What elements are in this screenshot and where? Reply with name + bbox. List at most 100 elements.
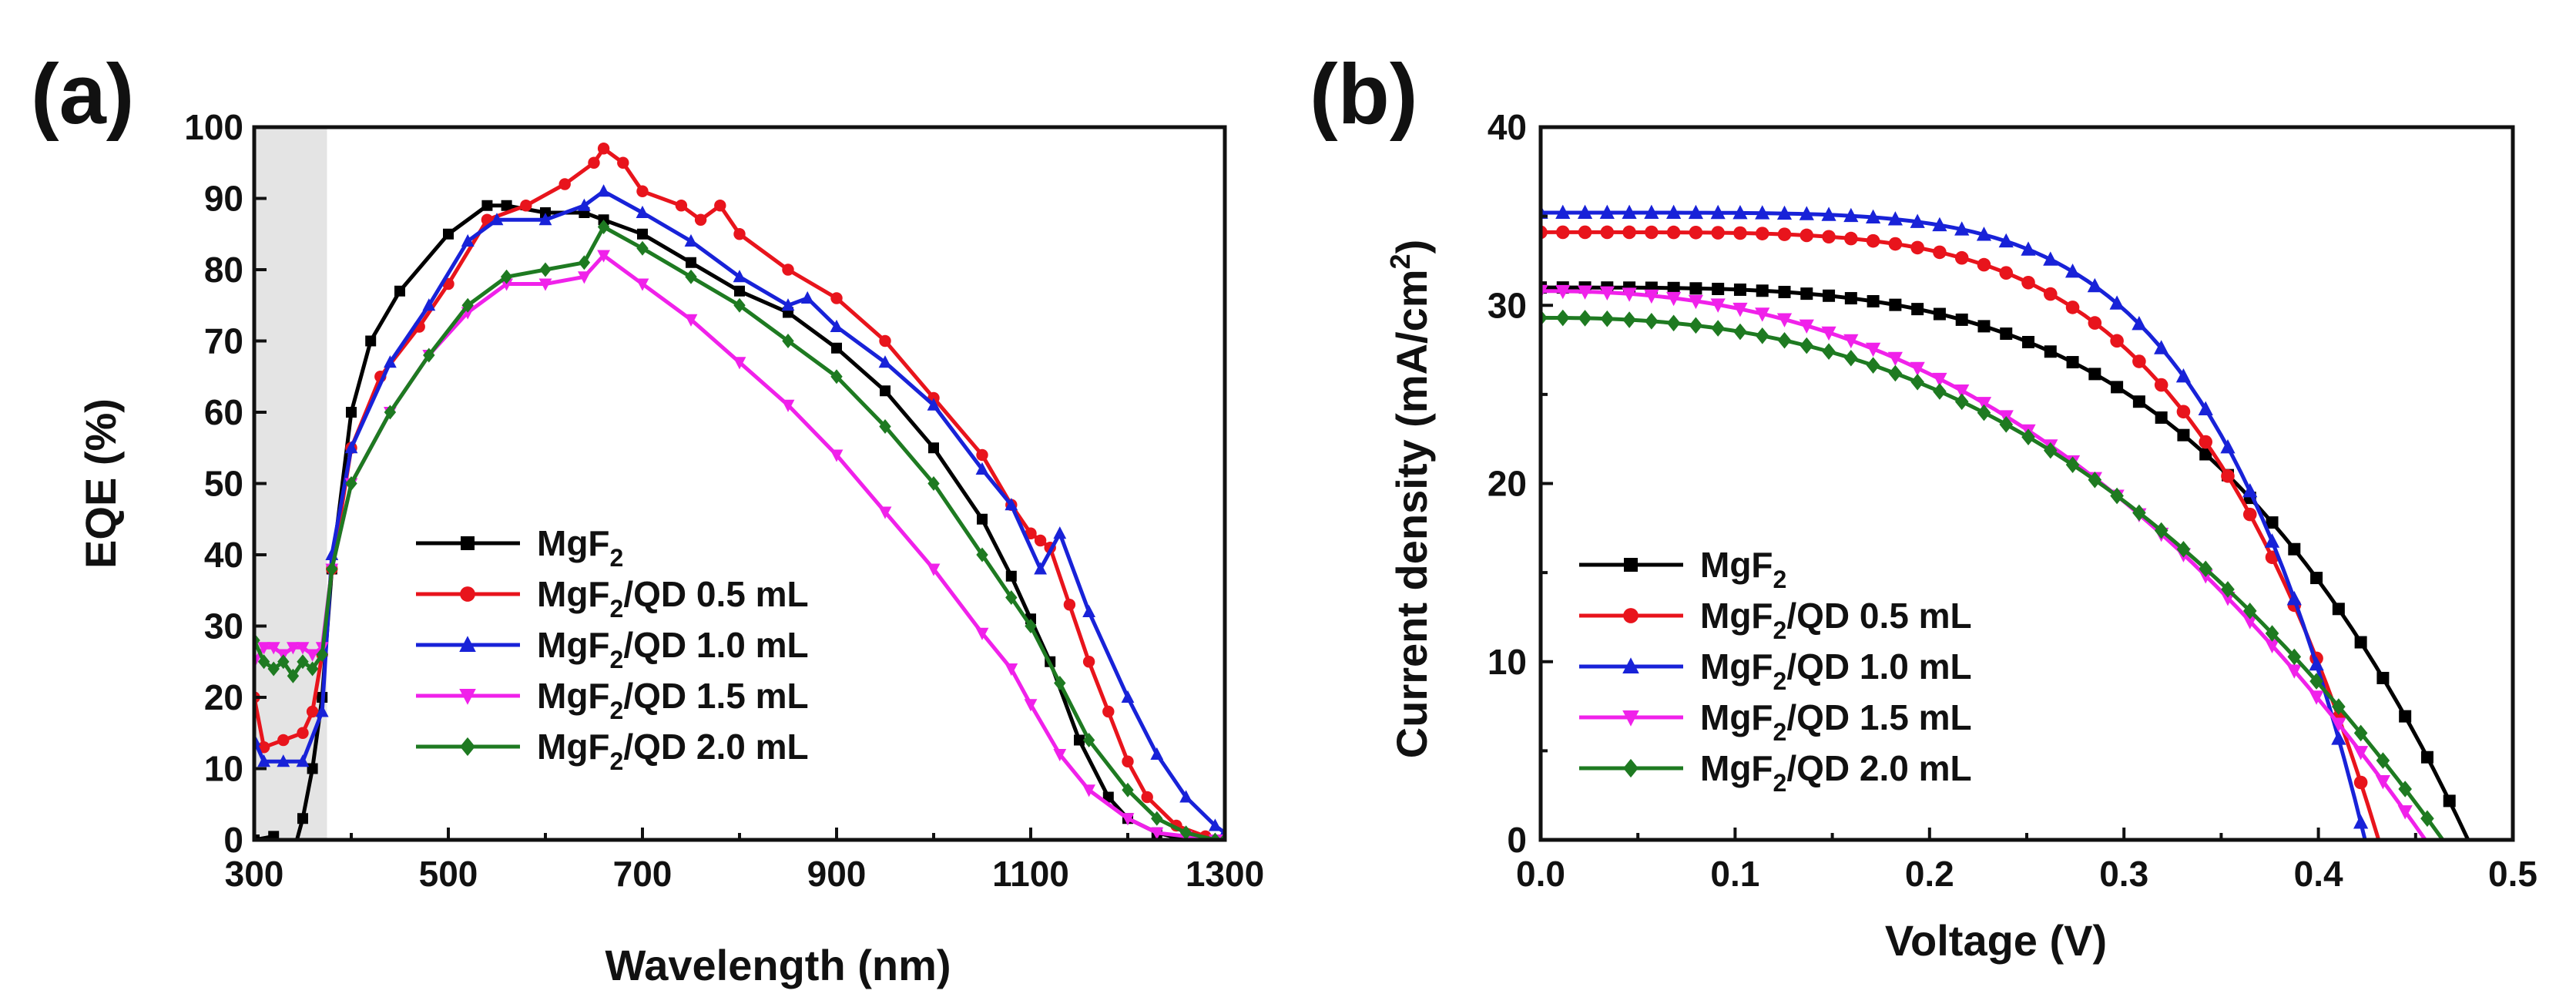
data-point-a-0 [637, 228, 648, 240]
data-point-a-3 [287, 642, 300, 655]
data-point-b-2 [1710, 204, 1726, 220]
data-point-b-2 [1555, 204, 1571, 219]
data-point-b-0 [1733, 283, 1746, 296]
data-point-b-2 [2264, 533, 2280, 548]
data-point-b-0 [2022, 335, 2035, 348]
data-point-b-2 [2286, 590, 2302, 606]
data-point-b-0 [2066, 356, 2079, 369]
data-point-b-2 [1799, 206, 1814, 220]
data-point-a-1 [520, 200, 532, 212]
data-point-b-1 [1666, 225, 1681, 240]
series-line-a-2 [254, 189, 1225, 834]
data-point-b-1 [2199, 435, 2213, 449]
data-point-b-4 [1999, 416, 2014, 433]
data-point-a-1 [1122, 755, 1134, 767]
data-point-a-2 [315, 704, 329, 717]
y-tick-label-a: 0 [223, 820, 243, 860]
legend-label: MgF2/QD 0.5 mL [1700, 596, 1972, 644]
data-point-b-2 [2353, 814, 2369, 829]
legend-label: MgF2 [537, 523, 623, 572]
data-point-b-3 [1976, 397, 1992, 411]
data-point-a-3 [878, 506, 892, 519]
data-point-b-2 [1866, 209, 1881, 224]
data-point-b-4 [1933, 383, 1947, 400]
data-point-b-0 [1778, 285, 1791, 298]
data-point-a-2 [277, 754, 290, 767]
data-point-b-2 [1998, 233, 2014, 248]
data-point-a-4 [267, 661, 280, 677]
data-point-a-0 [394, 285, 405, 297]
data-point-a-2 [1082, 604, 1095, 617]
y-tick-label-a: 80 [204, 250, 243, 290]
y-tick-label-b: 30 [1488, 285, 1527, 325]
data-point-b-2 [2198, 401, 2213, 416]
legend-marker-b-0 [1624, 558, 1638, 572]
x-tick-label-a: 300 [225, 854, 284, 894]
data-point-a-4 [345, 476, 357, 491]
data-point-a-3 [927, 563, 941, 576]
legend-label-subscript: 2 [1773, 769, 1787, 797]
data-point-a-0 [307, 763, 318, 774]
data-point-b-0 [1800, 287, 1813, 301]
data-point-b-0 [1823, 289, 1836, 302]
data-point-a-2 [257, 754, 270, 767]
data-point-a-1 [277, 734, 290, 747]
data-point-b-3 [1577, 285, 1593, 300]
x-tick-label-b: 0.5 [2488, 854, 2537, 894]
data-point-a-0 [831, 342, 842, 354]
data-point-a-3 [1024, 699, 1038, 712]
legend-label-main: MgF [1700, 697, 1773, 737]
legend-label-main: MgF [1700, 596, 1773, 636]
data-point-a-0 [977, 513, 988, 525]
data-point-a-0 [540, 207, 551, 218]
data-point-b-0 [1955, 313, 1968, 326]
data-point-b-0 [2399, 710, 2412, 723]
chart-b-jv: 0.0 0.1 0.2 0.3 0.4 0.5 0 10 20 30 40 Voltage (V) Cu… [1384, 107, 2537, 965]
data-point-b-3 [1688, 294, 1704, 310]
data-point-a-2 [781, 298, 795, 311]
data-point-a-2 [597, 184, 610, 197]
data-point-b-4 [1733, 323, 1747, 341]
data-point-a-3 [597, 250, 610, 263]
data-point-a-3 [500, 278, 513, 291]
data-point-a-1 [636, 185, 649, 197]
legend-label-main: MgF [1700, 646, 1773, 687]
data-point-b-4 [2332, 698, 2346, 715]
x-tick-label-b: 0.0 [1516, 854, 1565, 894]
data-point-b-1 [1600, 225, 1615, 240]
data-point-b-4 [2376, 752, 2390, 769]
legend-label-subscript: 2 [610, 697, 624, 724]
data-point-b-0 [2443, 794, 2456, 808]
data-point-a-2 [733, 270, 746, 283]
data-point-a-4 [1179, 825, 1192, 840]
data-point-a-1 [1034, 534, 1047, 547]
x-tick-label-a: 1300 [1186, 854, 1264, 894]
data-point-a-2 [384, 355, 397, 368]
data-point-a-2 [461, 233, 475, 247]
data-point-a-4 [976, 547, 988, 562]
data-point-b-0 [2044, 345, 2057, 358]
data-point-a-0 [268, 831, 280, 840]
plot-area-a [254, 143, 1225, 840]
data-point-b-1 [2353, 775, 2368, 790]
data-point-a-0 [1005, 570, 1017, 582]
data-point-b-1 [1578, 225, 1592, 240]
data-point-b-1 [1555, 225, 1570, 240]
data-point-b-4 [2132, 504, 2146, 522]
data-point-b-3 [2264, 639, 2280, 654]
data-point-a-1 [879, 334, 891, 348]
data-point-b-1 [1977, 257, 1991, 272]
data-point-a-4 [578, 255, 591, 270]
data-point-a-3 [975, 627, 989, 640]
data-point-b-0 [1867, 294, 1880, 307]
data-point-b-2 [2331, 730, 2346, 745]
series-line-b-2 [1541, 210, 2367, 840]
data-point-a-2 [1179, 790, 1192, 803]
data-point-a-1 [976, 448, 988, 462]
legend-label-rest: /QD 2.0 mL [1786, 748, 1971, 788]
data-point-b-0 [1977, 320, 1991, 333]
data-point-b-1 [1844, 231, 1858, 246]
y-tick-label-a: 50 [204, 464, 243, 504]
legend-marker-b-2 [1622, 657, 1639, 673]
